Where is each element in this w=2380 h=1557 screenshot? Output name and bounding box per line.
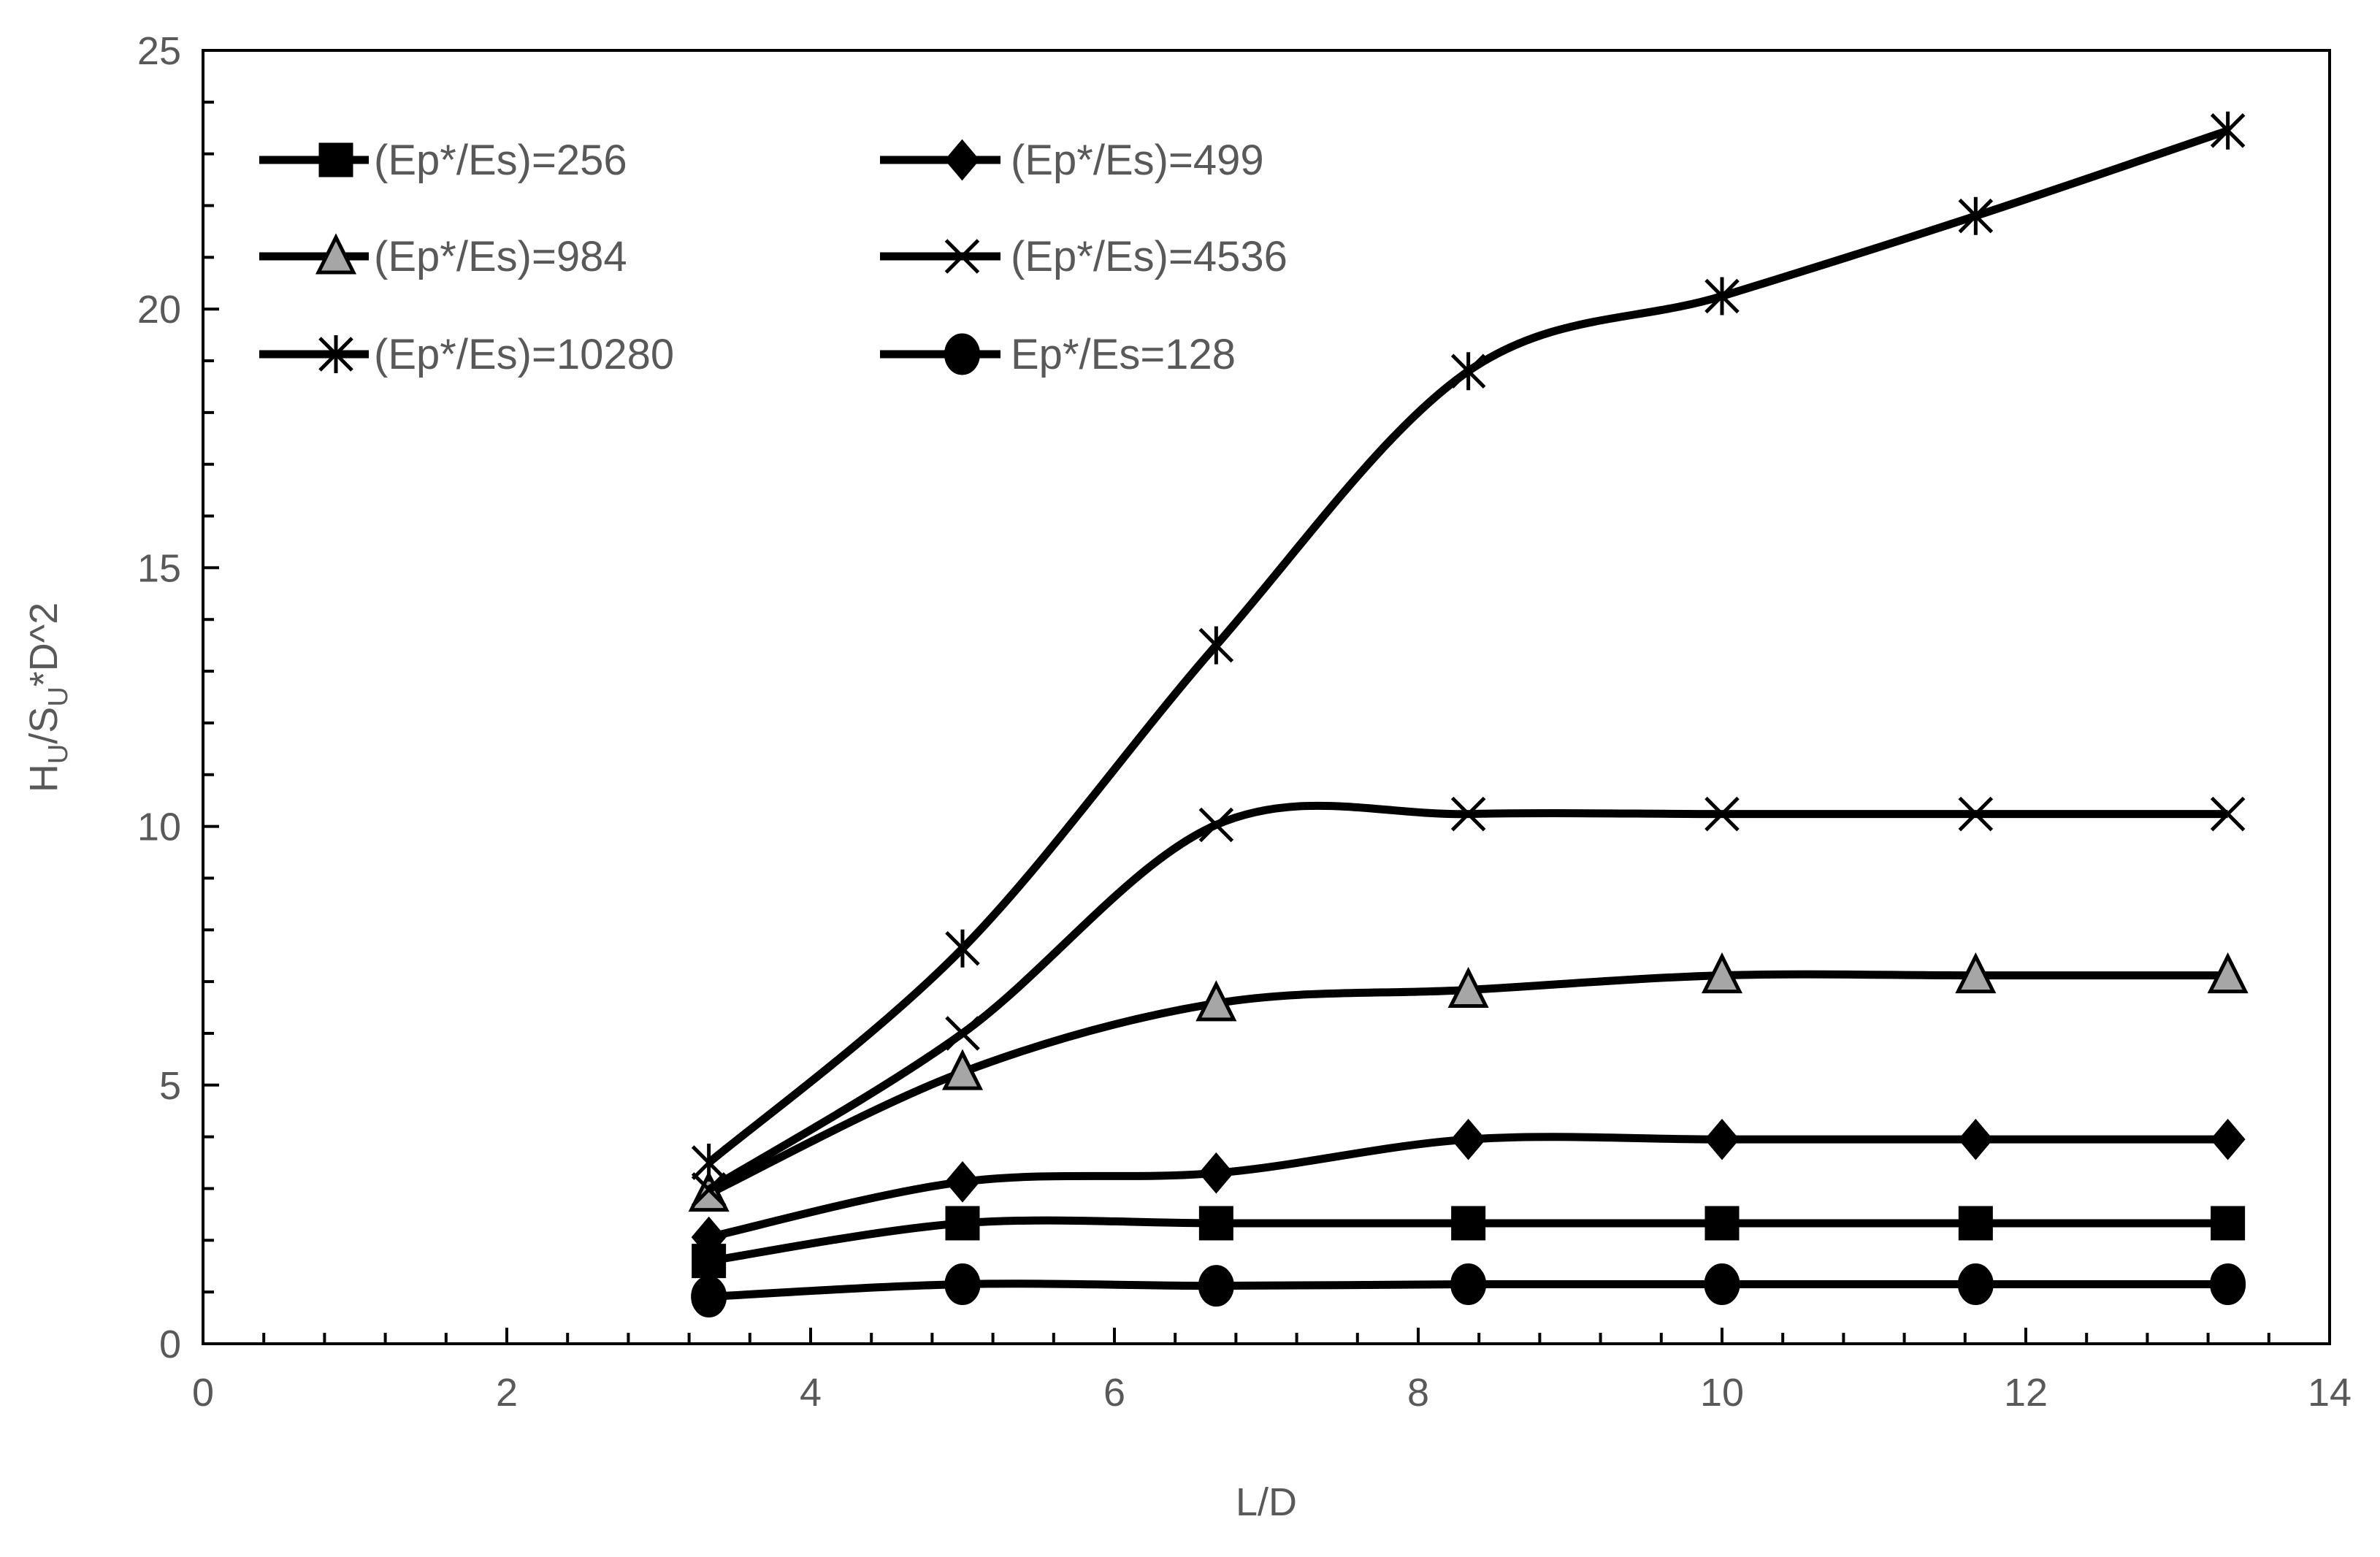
marker-x	[944, 239, 980, 274]
marker-triangle	[941, 1049, 984, 1090]
legend-item: (Ep*/Es)=4536	[880, 233, 1287, 280]
series-line	[706, 126, 2230, 1166]
series-circle	[691, 1263, 2246, 1318]
marker-x	[1704, 796, 1740, 832]
marker-x	[2210, 796, 2246, 832]
x-tick-label: 6	[1103, 1371, 1125, 1415]
y-tick-label: 5	[159, 1064, 181, 1108]
x-tick-label: 2	[496, 1371, 518, 1415]
marker-circle	[1450, 1263, 1487, 1306]
marker-x	[1198, 807, 1234, 843]
marker-star	[1450, 352, 1486, 391]
y-tick-label: 25	[137, 29, 181, 73]
marker-triangle	[1955, 952, 1997, 994]
y-title-part: *D^2	[22, 602, 66, 686]
y-title-sub: U	[43, 686, 74, 706]
legend-label: (Ep*/Es)=4536	[1011, 233, 1287, 280]
marker-circle	[1198, 1265, 1234, 1307]
y-tick-label: 15	[137, 546, 181, 590]
marker-circle	[944, 333, 980, 375]
legend-item: Ep*/Es=128	[880, 331, 1236, 378]
marker-star	[945, 929, 980, 968]
marker-star	[318, 335, 353, 373]
marker-square	[318, 142, 353, 177]
y-title-part: H	[22, 764, 66, 792]
x-tick-label: 0	[192, 1371, 214, 1415]
marker-triangle	[1195, 980, 1237, 1022]
marker-square	[2211, 1206, 2246, 1241]
marker-diamond	[691, 1216, 727, 1258]
x-tick-label: 12	[2004, 1371, 2048, 1415]
legend: (Ep*/Es)=256 (Ep*/Es)=499 (Ep*/Es)=984 (Ep*…	[259, 137, 1287, 378]
x-tick-label: 8	[1407, 1371, 1429, 1415]
marker-diamond	[1450, 1118, 1486, 1160]
legend-item: (Ep*/Es)=499	[880, 137, 1264, 184]
series-diamond	[691, 1118, 2246, 1258]
marker-square	[1958, 1206, 1993, 1241]
marker-triangle	[1447, 966, 1489, 1008]
x-axis-title: L/D	[1236, 1480, 1297, 1524]
y-tick-label: 0	[159, 1323, 181, 1366]
series-x	[691, 796, 2246, 1207]
series-star	[691, 111, 2246, 1182]
marker-triangle	[688, 1170, 730, 1212]
x-tick-label: 4	[800, 1371, 822, 1415]
legend-label: Ep*/Es=128	[1011, 331, 1236, 378]
legend-label: (Ep*/Es)=499	[1011, 137, 1264, 184]
marker-diamond	[1198, 1152, 1234, 1194]
y-axis-title: HU/SU*D^2	[22, 602, 74, 792]
marker-star	[691, 1144, 727, 1182]
series-square	[692, 1206, 2246, 1279]
marker-triangle	[1701, 952, 1743, 994]
axes: 0 2 4 6 8 10 12 14 0 5 10 15 20 25	[137, 29, 2352, 1415]
marker-x	[691, 1172, 727, 1207]
x-tick-label: 14	[2308, 1371, 2352, 1415]
legend-item: (Ep*/Es)=984	[259, 233, 627, 280]
marker-x	[945, 1016, 980, 1051]
legend-label: (Ep*/Es)=256	[374, 137, 627, 184]
marker-star	[1198, 626, 1234, 665]
marker-square	[1451, 1206, 1486, 1241]
marker-star	[1704, 277, 1740, 315]
plot-border	[202, 49, 2331, 1345]
legend-item: (Ep*/Es)=10280	[259, 331, 674, 378]
marker-square	[1198, 1206, 1233, 1241]
marker-triangle	[2207, 952, 2249, 994]
marker-x	[1450, 796, 1486, 832]
series-group	[688, 111, 2249, 1318]
marker-circle	[691, 1276, 727, 1318]
marker-diamond	[2210, 1118, 2246, 1160]
marker-diamond	[1704, 1118, 1740, 1160]
marker-x	[1958, 796, 1994, 832]
series-triangle	[688, 952, 2249, 1212]
y-tick-label: 20	[137, 288, 181, 332]
marker-diamond	[1958, 1118, 1994, 1160]
marker-circle	[944, 1263, 981, 1306]
marker-star	[1958, 196, 1994, 235]
y-title-part: /S	[22, 707, 66, 744]
marker-diamond	[944, 139, 980, 181]
y-tick-label: 10	[137, 806, 181, 849]
x-tick-label: 10	[1700, 1371, 1744, 1415]
marker-square	[1704, 1206, 1740, 1241]
legend-label: (Ep*/Es)=10280	[374, 331, 674, 378]
legend-label: (Ep*/Es)=984	[374, 233, 627, 280]
marker-circle	[1957, 1263, 1994, 1306]
marker-square	[945, 1206, 980, 1241]
marker-circle	[1704, 1263, 1740, 1306]
marker-diamond	[945, 1160, 980, 1203]
marker-triangle	[315, 233, 357, 275]
legend-item: (Ep*/Es)=256	[259, 137, 627, 184]
marker-circle	[2210, 1263, 2246, 1306]
y-title-sub: U	[43, 744, 74, 764]
marker-star	[2210, 111, 2246, 150]
